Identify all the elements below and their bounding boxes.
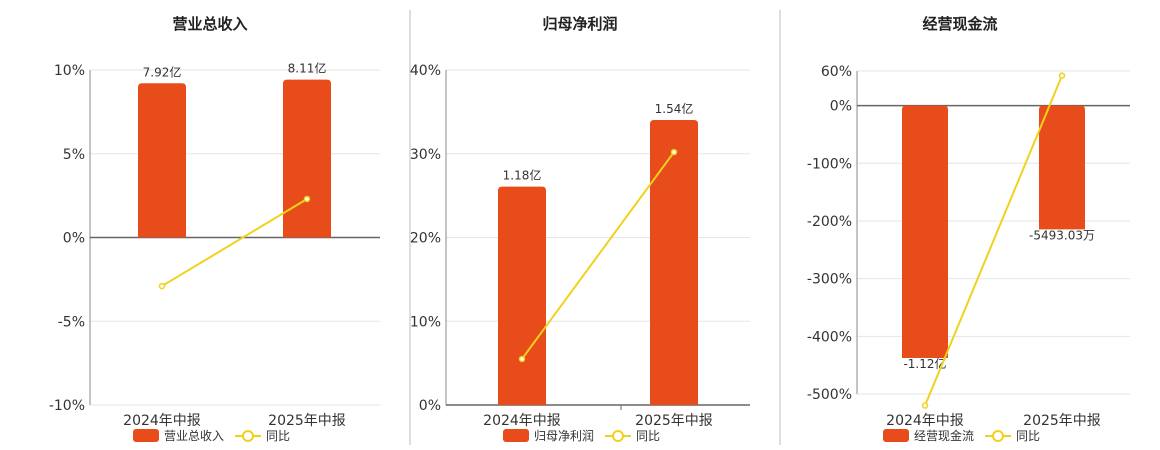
y-tick-label: 10% <box>410 314 441 330</box>
bar <box>138 83 186 238</box>
series-line <box>521 151 675 360</box>
line-point <box>303 195 311 203</box>
y-tick-label: 40% <box>410 63 441 79</box>
y-tick-label: -10% <box>49 398 85 414</box>
y-tick-label: 20% <box>410 231 441 247</box>
y-tick-label: -200% <box>807 214 852 230</box>
legend-label: 同比 <box>1016 429 1040 443</box>
series-line <box>924 75 1063 406</box>
y-tick-label: 30% <box>410 147 441 163</box>
chart-title: 营业总收入 <box>172 15 247 33</box>
legend-swatch-bar <box>883 429 909 442</box>
x-tick-label: 2024年中报 <box>123 413 201 429</box>
bar <box>902 105 948 358</box>
legend-swatch-bar <box>133 429 159 442</box>
bar-data-label: 8.11亿 <box>288 61 327 76</box>
bar-data-label: 7.92亿 <box>143 64 182 79</box>
y-tick-label: 0% <box>419 398 441 414</box>
x-tick-label: 2024年中报 <box>483 413 561 429</box>
legend-swatch-bar <box>503 429 529 442</box>
y-tick-label: 60% <box>821 64 852 80</box>
bar-data-label: 1.54亿 <box>655 101 694 116</box>
x-tick-label: 2024年中报 <box>886 413 964 429</box>
x-tick-label: 2025年中报 <box>635 413 713 429</box>
legend-label: 营业总收入 <box>164 429 224 443</box>
legend-label: 同比 <box>636 429 660 443</box>
line-point <box>1058 72 1066 79</box>
legend-swatch-marker <box>992 430 1004 442</box>
x-tick-label: 2025年中报 <box>268 413 346 429</box>
bar <box>283 79 331 238</box>
line-point <box>670 148 678 156</box>
legend-swatch-marker <box>242 430 254 442</box>
chart-title: 归母净利润 <box>542 15 617 33</box>
legend-label: 归母净利润 <box>534 429 594 443</box>
y-tick-label: 5% <box>63 147 85 163</box>
chart-title: 经营现金流 <box>922 15 997 33</box>
bar <box>650 119 698 405</box>
bar <box>498 186 546 405</box>
legend-swatch-marker <box>612 430 624 442</box>
line-point <box>921 402 929 409</box>
x-tick-label: 2025年中报 <box>1023 413 1101 429</box>
y-tick-label: 0% <box>63 231 85 247</box>
series-line <box>161 198 308 287</box>
legend-label: 经营现金流 <box>914 428 974 443</box>
y-tick-label: -400% <box>807 329 852 345</box>
y-tick-label: -100% <box>807 156 852 172</box>
line-point <box>518 355 526 363</box>
bar-data-label: 1.18亿 <box>503 168 542 183</box>
line-point <box>158 282 166 290</box>
y-tick-label: -500% <box>807 387 852 403</box>
bar-data-label: -1.12亿 <box>903 356 946 371</box>
legend-label: 同比 <box>266 429 290 443</box>
y-tick-label: -300% <box>807 272 852 288</box>
y-tick-label: -5% <box>58 314 85 330</box>
y-tick-label: 10% <box>54 63 85 79</box>
bar <box>1039 105 1085 230</box>
y-tick-label: 0% <box>830 99 852 115</box>
bar-data-label: -5493.03万 <box>1029 228 1095 242</box>
